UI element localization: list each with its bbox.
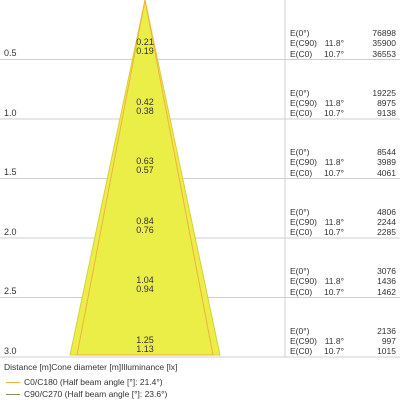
illuminance-row: E(C0) 10.7° 4061 (290, 168, 396, 178)
illuminance-value: 4806 (377, 206, 396, 217)
illuminance-value: 2285 (377, 227, 396, 238)
illuminance-angle: 11.8° (324, 97, 344, 108)
illuminance-label: E(C0) (290, 346, 313, 357)
illuminance-label: E(0°) (290, 266, 310, 276)
illuminance-angle: 10.7° (324, 286, 344, 297)
illuminance-angle: 11.8° (324, 38, 344, 49)
illuminance-row: E(C90) 11.8° 1436 (290, 276, 396, 286)
illuminance-row: E(C90) 11.8° 35900 (290, 38, 396, 48)
legend-c90-c270-label: C90/C270 (Half beam angle [°]: 23.6°) (24, 389, 168, 399)
distance-label: 2.0 (4, 226, 17, 237)
illuminance-label: E(C0) (290, 48, 313, 59)
illuminance-value: 36553 (372, 48, 396, 59)
cone-diameter-c90: 0.84 (136, 215, 154, 226)
illuminance-label: E(C0) (290, 167, 313, 178)
distance-label: 1.0 (4, 107, 17, 118)
illuminance-value: 1462 (377, 286, 396, 297)
illuminance-angle: 10.7° (324, 227, 344, 238)
illuminance-row: E(C0) 10.7° 1015 (290, 346, 396, 356)
illuminance-value: 9138 (377, 108, 396, 119)
illuminance-label: E(0°) (290, 87, 310, 98)
illuminance-label: E(C0) (290, 227, 313, 238)
illuminance-row: E(C90) 11.8° 8975 (290, 98, 396, 108)
distance-label: 1.5 (4, 167, 17, 177)
cone-diameter-c90: 0.42 (136, 96, 154, 107)
cone-c0-c180 (76, 0, 214, 356)
illuminance-value: 8975 (377, 97, 396, 108)
illuminance-value: 76898 (372, 28, 396, 38)
cone-diameter-c0: 1.13 (136, 343, 154, 354)
illuminance-angle: 11.8° (324, 335, 344, 346)
illuminance-row: E(0°) 3076 (290, 266, 396, 276)
illuminance-label: E(0°) (290, 147, 310, 157)
illuminance-angle: 10.7° (324, 346, 344, 357)
distance-label: 0.5 (4, 48, 17, 58)
illuminance-angle: 10.7° (324, 48, 344, 59)
illuminance-row: E(C0) 10.7° 2285 (290, 227, 396, 237)
cone-diameter-c0: 0.94 (136, 284, 154, 294)
illuminance-angle: 10.7° (324, 167, 344, 178)
illuminance-row: E(C0) 10.7° 9138 (290, 108, 396, 118)
illuminance-row: E(0°) 8544 (290, 147, 396, 157)
illuminance-label: E(C90) (290, 38, 317, 49)
illuminance-row: E(0°) 2136 (290, 326, 396, 336)
legend-c0-c180: C0/C180 (Half beam angle [°]: 21.4°) (6, 377, 163, 387)
cone-graphic (0, 0, 400, 358)
illuminance-label: E(C90) (290, 276, 317, 287)
illuminance-label: E(C90) (290, 97, 317, 108)
illuminance-angle: 11.8° (324, 157, 344, 168)
cone-diameter-c90: 0.63 (136, 156, 154, 166)
distance-label: 2.5 (4, 286, 17, 296)
illuminance-angle: 11.8° (324, 276, 344, 287)
illuminance-label: E(C90) (290, 157, 317, 168)
illuminance-row: E(C90) 11.8° 2244 (290, 217, 396, 227)
cone-diameter-c0: 0.38 (136, 105, 154, 116)
cone-diameter-c0: 0.76 (136, 224, 154, 235)
legend-c0-c180-label: C0/C180 (Half beam angle [°]: 21.4°) (24, 377, 163, 387)
illuminance-row: E(0°) 19225 (290, 88, 396, 98)
illuminance-value: 997 (381, 335, 396, 346)
illuminance-label: E(C90) (290, 216, 317, 227)
illuminance-row: E(0°) 4806 (290, 207, 396, 217)
illuminance-label: E(0°) (290, 206, 310, 217)
illuminance-label: E(0°) (290, 325, 310, 336)
legend-c90-c270-line (6, 394, 20, 396)
legend-c0-c180-line (6, 382, 20, 384)
illuminance-row: E(C90) 11.8° 997 (290, 336, 396, 346)
illuminance-value: 3989 (377, 157, 396, 168)
cone-diameter-c90: 1.25 (136, 334, 154, 345)
legend-c90-c270: C90/C270 (Half beam angle [°]: 23.6°) (6, 389, 167, 399)
illuminance-row: E(C0) 10.7° 36553 (290, 49, 396, 59)
illuminance-label: E(C0) (290, 286, 313, 297)
cone-diameter-c0: 0.19 (136, 46, 154, 56)
illuminance-angle: 11.8° (324, 216, 344, 227)
illuminance-value: 2244 (377, 216, 396, 227)
illuminance-label: E(C90) (290, 335, 317, 346)
illuminance-row: E(0°) 76898 (290, 28, 396, 38)
illuminance-label: E(C0) (290, 108, 313, 119)
diagram-caption: Distance [m]Cone diameter [m]Illuminance… (4, 362, 178, 372)
illuminance-value: 3076 (377, 266, 396, 276)
distance-label: 3.0 (4, 345, 17, 356)
cone-diameter-c90: 0.21 (136, 37, 154, 47)
illuminance-value: 1015 (377, 346, 396, 357)
illuminance-value: 1436 (377, 276, 396, 287)
cone-diameter-c90: 1.04 (136, 275, 154, 285)
illuminance-row: E(C0) 10.7° 1462 (290, 287, 396, 297)
illuminance-value: 2136 (377, 325, 396, 336)
illuminance-value: 8544 (377, 147, 396, 157)
illuminance-value: 19225 (372, 87, 396, 98)
illuminance-value: 35900 (372, 38, 396, 49)
illuminance-value: 4061 (377, 167, 396, 178)
illuminance-label: E(0°) (290, 28, 310, 38)
cone-diameter-c0: 0.57 (136, 165, 154, 175)
illuminance-angle: 10.7° (324, 108, 344, 119)
illuminance-row: E(C90) 11.8° 3989 (290, 157, 396, 167)
